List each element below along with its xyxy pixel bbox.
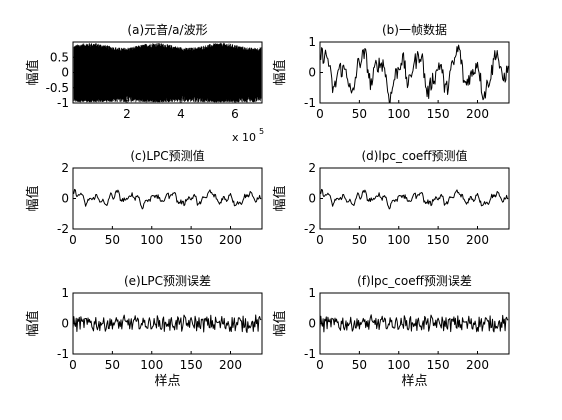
y-tick-label: 0: [308, 66, 316, 80]
y-tick-label: -0.5: [46, 81, 69, 95]
x-tick-label: 200: [219, 358, 242, 372]
axes-box: [72, 167, 263, 230]
y-tick-label: 0: [308, 317, 316, 331]
y-tick-label: 1: [308, 35, 316, 49]
series-line: [319, 44, 509, 103]
x-tick-label: 100: [387, 358, 410, 372]
x-tick-label: 150: [427, 233, 450, 247]
x-tick-label: 50: [352, 107, 367, 121]
y-axis-label: 幅值: [25, 59, 41, 85]
x-tick-label: 50: [105, 358, 120, 372]
y-tick-label: 0: [61, 66, 69, 80]
x-tick-label: 150: [180, 358, 203, 372]
y-tick-label: -2: [57, 222, 69, 236]
x-tick-label: 6: [231, 107, 239, 121]
series-line: [73, 42, 262, 103]
x-axis-exponent: 5: [259, 127, 264, 136]
subplot-title: (b)一帧数据: [382, 22, 447, 37]
x-tick-label: 0: [316, 233, 324, 247]
y-tick-label: 0: [61, 317, 69, 331]
y-tick-label: -2: [304, 222, 316, 236]
subplot-title: (a)元音/a/波形: [127, 22, 207, 37]
y-tick-label: 2: [61, 161, 69, 175]
y-tick-label: -1: [304, 96, 316, 110]
x-tick-label: 200: [466, 107, 489, 121]
axes-box: [319, 167, 510, 230]
x-tick-label: 150: [427, 107, 450, 121]
x-tick-label: 0: [69, 358, 77, 372]
x-tick-label: 100: [140, 358, 163, 372]
subplot-title: (d)lpc_coeff预测值: [361, 148, 467, 163]
x-tick-label: 200: [466, 358, 489, 372]
series-line: [72, 314, 262, 333]
x-tick-label: 50: [105, 233, 120, 247]
y-tick-label: 0: [61, 192, 69, 206]
x-axis-label: 样点: [401, 374, 427, 389]
subplot-title: (e)LPC预测误差: [124, 274, 211, 288]
y-axis-label: 幅值: [25, 310, 41, 336]
y-axis-label: 幅值: [272, 310, 288, 336]
x-axis-multiplier: x 10: [232, 131, 256, 144]
series-line: [319, 314, 509, 333]
x-tick-label: 2: [123, 107, 131, 121]
x-tick-label: 4: [177, 107, 185, 121]
y-tick-label: 1: [61, 286, 69, 300]
x-tick-label: 100: [140, 233, 163, 247]
y-tick-label: -1: [57, 347, 69, 361]
x-tick-label: 50: [352, 358, 367, 372]
y-axis-label: 幅值: [272, 59, 288, 85]
y-tick-label: 0: [308, 192, 316, 206]
x-axis-label: 样点: [154, 374, 180, 389]
y-tick-label: 1: [308, 286, 316, 300]
y-axis-label: 幅值: [25, 185, 41, 211]
x-tick-label: 50: [352, 233, 367, 247]
x-tick-label: 150: [180, 233, 203, 247]
series-line: [72, 188, 262, 210]
x-tick-label: 0: [69, 233, 77, 247]
y-tick-label: 0.5: [50, 50, 69, 64]
x-tick-label: 0: [316, 107, 324, 121]
x-tick-label: 200: [466, 233, 489, 247]
x-tick-label: 200: [219, 233, 242, 247]
axes-box: [319, 41, 510, 104]
x-tick-label: 100: [387, 233, 410, 247]
y-tick-label: -1: [57, 96, 69, 110]
y-tick-label: 2: [308, 161, 316, 175]
x-tick-label: 150: [427, 358, 450, 372]
subplot-title: (c)LPC预测值: [130, 148, 204, 163]
x-tick-label: 100: [387, 107, 410, 121]
y-axis-label: 幅值: [272, 185, 288, 211]
subplot-title: (f)lpc_coeff预测误差: [357, 274, 472, 288]
y-tick-label: -1: [304, 347, 316, 361]
x-tick-label: 0: [316, 358, 324, 372]
series-line: [319, 188, 509, 210]
